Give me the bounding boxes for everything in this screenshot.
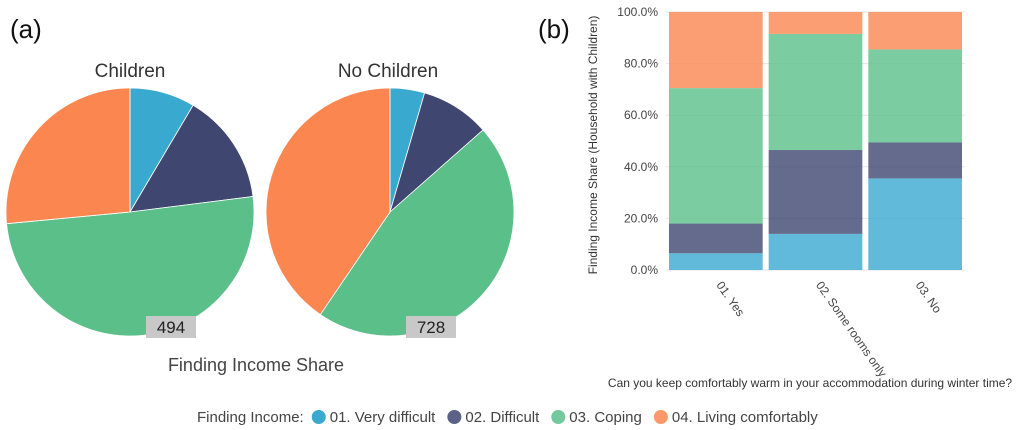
panel-tag-b: (b) <box>538 14 570 44</box>
legend-label-difficult: 02. Difficult <box>465 409 540 426</box>
pie-title-children: Children <box>95 61 166 82</box>
x-tick-labels: 01. Yes 02. Some rooms only 03. No <box>713 279 944 380</box>
bar-segment-some-rooms-only-difficult <box>768 150 863 234</box>
y-tick-label: 80.0% <box>624 57 658 71</box>
count-box-children <box>146 316 196 338</box>
pie-chart-children: Children 494 <box>5 61 255 338</box>
pie-no-children-slice-coping <box>319 129 515 337</box>
y-axis-label: Finding Income Share (Household with Chi… <box>586 16 600 275</box>
stacked-bar-chart: 0.0% 20.0% 40.0% 60.0% 80.0% 100.0% 01. Yes 02… <box>586 5 1012 390</box>
bar-segment-yes-very-difficult <box>668 253 763 270</box>
y-tick-labels: 0.0% 20.0% 40.0% 60.0% 80.0% 100.0% <box>617 5 658 277</box>
pie-title-no-children: No Children <box>338 61 438 82</box>
y-tick-label: 20.0% <box>624 211 658 225</box>
y-tick-label: 0.0% <box>631 263 659 277</box>
pie-chart-no-children: No Children 728 <box>265 61 515 338</box>
panel-tag-a: (a) <box>10 14 42 44</box>
bar-segment-no-coping <box>868 49 963 143</box>
legend-label-coping: 03. Coping <box>569 409 642 426</box>
legend-label-living-comfortably: 04. Living comfortably <box>672 409 818 426</box>
y-tick-label: 60.0% <box>624 108 658 122</box>
x-tick-label: 02. Some rooms only <box>813 279 890 380</box>
bar-segment-no-living-comfortably <box>868 12 963 50</box>
bar-segment-some-rooms-only-coping <box>768 33 863 151</box>
bar-segment-yes-living-comfortably <box>668 12 763 89</box>
bar-segment-some-rooms-only-living-comfortably <box>768 12 863 34</box>
legend: Finding Income: 01. Very difficult 02. Di… <box>197 409 818 426</box>
y-tick-label: 100.0% <box>617 5 658 19</box>
count-label-children: 494 <box>157 318 185 337</box>
count-label-no-children: 728 <box>417 318 445 337</box>
pie-no-children-slice-living-comfortably <box>265 87 391 316</box>
x-axis-label: Can you keep comfortably warm in your ac… <box>608 376 1013 390</box>
x-tick-label: 03. No <box>913 279 945 316</box>
legend-marker-difficult <box>447 410 462 424</box>
bar-segment-yes-difficult <box>668 223 763 254</box>
pie-children-slice-living-comfortably <box>5 87 131 225</box>
y-tick-label: 40.0% <box>624 160 658 174</box>
x-tick-label: 01. Yes <box>713 279 747 319</box>
pie-children-slice-difficult <box>129 104 254 213</box>
bar-segment-no-difficult <box>868 142 963 179</box>
pie-children-slice-coping <box>6 196 255 337</box>
legend-title: Finding Income: <box>197 409 304 426</box>
count-box-no-children <box>406 316 456 338</box>
legend-marker-living-comfortably <box>653 410 668 424</box>
bar-segment-yes-coping <box>668 88 763 224</box>
pies-caption: Finding Income Share <box>168 355 344 375</box>
pie-slices-no-children <box>265 87 515 337</box>
bar-segments <box>668 12 963 270</box>
bar-segment-some-rooms-only-very-difficult <box>768 233 863 270</box>
bar-segment-no-very-difficult <box>868 178 963 270</box>
legend-label-very-difficult: 01. Very difficult <box>330 409 436 426</box>
legend-marker-very-difficult <box>311 410 326 424</box>
pie-slices-children <box>5 87 255 337</box>
legend-marker-coping <box>551 410 566 424</box>
